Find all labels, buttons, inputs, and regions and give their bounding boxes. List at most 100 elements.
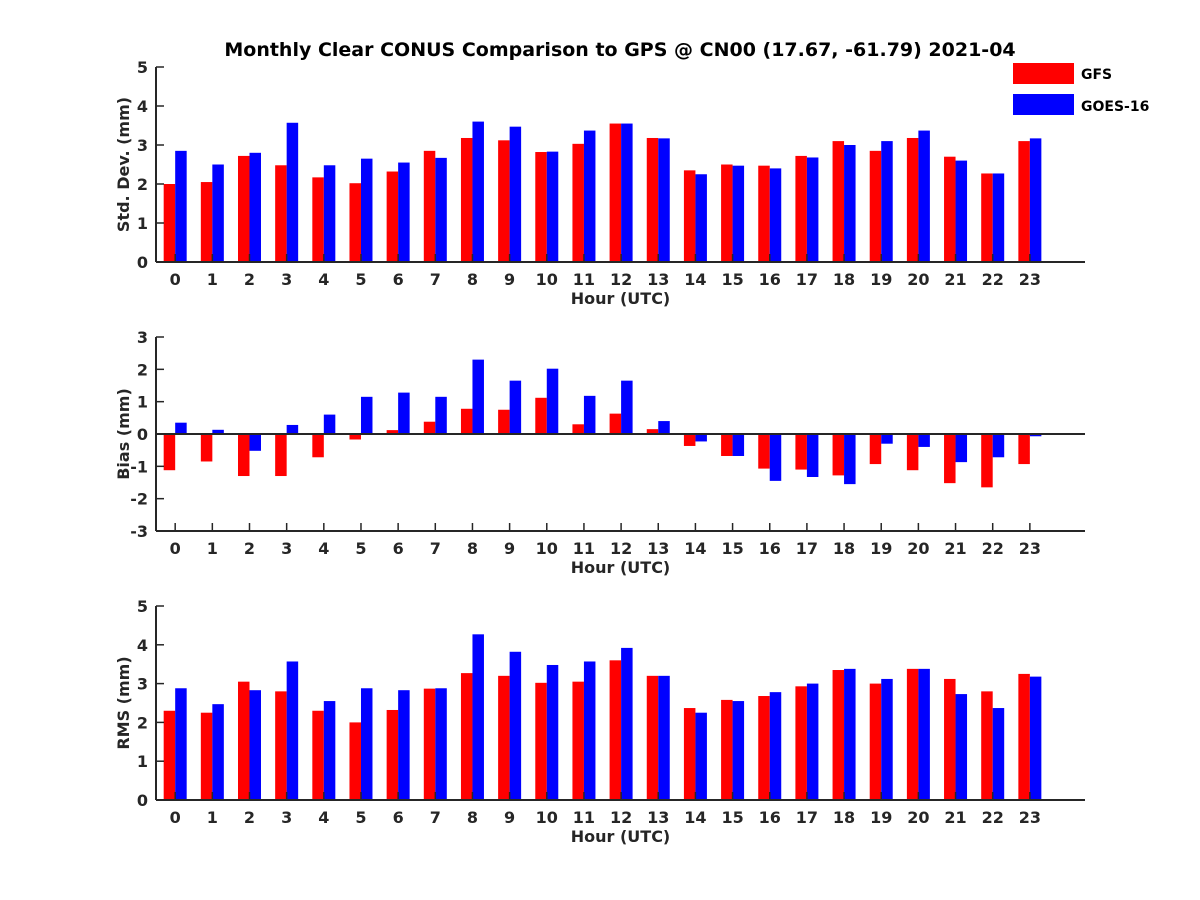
std-bar-gfs-hour-12 [609,123,622,262]
rms-ytick-label: 0 [137,791,148,810]
bias-bar-goes16-hour-16 [769,434,782,481]
rms-ytick-label: 1 [137,752,148,771]
bias-bar-goes16-hour-6 [398,392,410,434]
std-bar-gfs-hour-16 [758,165,770,262]
rms-bar-gfs-hour-6 [386,709,399,800]
bias-xtick-label: 0 [170,539,181,558]
rms-xtick-label: 11 [573,808,595,827]
std-bar-gfs-hour-15 [721,164,733,262]
std-bar-gfs-hour-1 [200,182,213,262]
std-bar-gfs-hour-5 [349,183,361,262]
std-xtick-label: 2 [244,270,255,289]
rms-bar-gfs-hour-3 [275,691,287,800]
std-ytick-label: 2 [137,175,148,194]
bias-bar-gfs-hour-10 [535,397,547,434]
std-xtick-label: 11 [573,270,595,289]
std-x-axis-label: Hour (UTC) [571,289,671,308]
bias-xtick-label: 1 [207,539,218,558]
rms-xtick-label: 7 [430,808,441,827]
rms-bar-gfs-hour-20 [906,668,919,800]
bias-bar-gfs-hour-22 [981,434,993,488]
std-xtick-label: 22 [982,270,1004,289]
std-bar-gfs-hour-8 [460,137,473,262]
bias-bar-goes16-hour-15 [732,434,745,456]
rms-bar-goes16-hour-5 [360,688,373,800]
bias-bar-gfs-hour-14 [683,434,696,446]
std-xtick-label: 23 [1019,270,1041,289]
std-bar-goes16-hour-8 [472,121,484,262]
bias-xtick-label: 12 [610,539,632,558]
legend-swatch-gfs [1013,63,1074,84]
std-xtick-label: 0 [170,270,181,289]
bias-bar-gfs-hour-11 [572,424,584,434]
bias-bar-gfs-hour-23 [1018,434,1030,465]
chart-title: Monthly Clear CONUS Comparison to GPS @ … [224,39,1015,61]
rms-ytick-label: 5 [137,597,148,616]
rms-ytick-label: 4 [137,636,148,655]
bias-bar-goes16-hour-10 [546,368,559,434]
rms-bar-gfs-hour-9 [498,675,510,800]
bias-bar-goes16-hour-20 [918,434,930,447]
std-ytick-label: 5 [137,58,148,77]
bias-bar-goes16-hour-11 [583,395,596,434]
rms-bar-gfs-hour-18 [832,670,845,800]
std-bar-goes16-hour-1 [212,164,224,262]
rms-bar-gfs-hour-14 [683,708,696,800]
bias-bar-goes16-hour-13 [658,421,670,434]
std-y-axis-label: Std. Dev. (mm) [114,97,133,232]
std-bar-gfs-hour-22 [981,173,993,262]
std-bar-goes16-hour-3 [286,122,299,263]
rms-bar-goes16-hour-23 [1029,676,1042,800]
bias-xtick-label: 7 [430,539,441,558]
rms-bar-gfs-hour-11 [572,681,584,800]
rms-y-axis-label: RMS (mm) [114,656,133,749]
std-bar-gfs-hour-2 [238,155,250,262]
rms-bar-goes16-hour-22 [992,708,1005,800]
std-bar-gfs-hour-7 [423,150,436,262]
bias-bar-gfs-hour-13 [646,429,659,434]
std-xtick-label: 5 [355,270,366,289]
std-xtick-label: 15 [721,270,743,289]
rms-xtick-label: 17 [796,808,818,827]
std-bar-gfs-hour-17 [795,155,807,262]
bias-ytick-label: 0 [137,425,148,444]
rms-x-axis-label: Hour (UTC) [571,827,671,846]
std-bar-goes16-hour-17 [806,157,819,262]
rms-bar-gfs-hour-2 [238,681,250,800]
bias-bar-goes16-hour-21 [955,434,968,463]
rms-bar-gfs-hour-12 [609,660,622,800]
std-xtick-label: 9 [504,270,515,289]
bias-xtick-label: 23 [1019,539,1041,558]
bias-xtick-label: 18 [833,539,855,558]
std-bar-goes16-hour-5 [360,158,373,262]
std-ytick-label: 4 [137,97,148,116]
std-ytick-label: 3 [137,136,148,155]
bias-xtick-label: 13 [647,539,669,558]
bias-bar-gfs-hour-20 [906,434,919,471]
rms-bar-gfs-hour-4 [312,710,324,800]
rms-bar-goes16-hour-15 [732,701,745,800]
std-bar-goes16-hour-22 [992,173,1005,262]
std-xtick-label: 8 [467,270,478,289]
bias-ytick-label: 2 [137,360,148,379]
std-ytick-label: 1 [137,214,148,233]
rms-xtick-label: 0 [170,808,181,827]
rms-xtick-label: 12 [610,808,632,827]
std-xtick-label: 1 [207,270,218,289]
bias-bar-goes16-hour-8 [472,359,484,434]
bias-bar-goes16-hour-3 [286,424,299,434]
bias-bar-gfs-hour-17 [795,434,807,470]
bias-bar-goes16-hour-17 [806,434,819,477]
rms-bar-gfs-hour-17 [795,686,807,800]
bias-ytick-label: 3 [137,328,148,347]
bias-bar-gfs-hour-3 [275,434,287,477]
bias-bar-goes16-hour-2 [249,434,261,451]
std-bar-gfs-hour-21 [944,156,956,262]
bias-bar-gfs-hour-1 [200,434,213,462]
rms-xtick-label: 6 [393,808,404,827]
bias-bar-gfs-hour-15 [721,434,733,456]
std-bar-gfs-hour-4 [312,177,324,262]
rms-bar-gfs-hour-13 [646,675,659,800]
std-bar-gfs-hour-18 [832,141,845,262]
